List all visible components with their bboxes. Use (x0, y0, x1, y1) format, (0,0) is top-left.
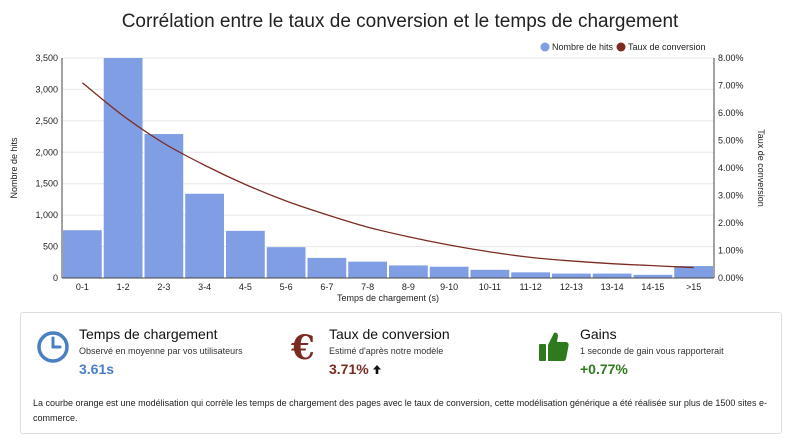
y-tick-label: 3,000 (35, 84, 58, 94)
y2-axis-title: Taux de conversion (756, 129, 766, 207)
x-axis-title: Temps de chargement (s) (337, 293, 439, 303)
x-tick-label: 0-1 (76, 282, 89, 292)
x-tick-label: 10-11 (479, 282, 501, 292)
y-tick-label: 3,500 (35, 53, 58, 63)
bar[interactable] (266, 247, 306, 278)
kpi-value-text: 3.71% (329, 361, 369, 377)
legend-label-hits[interactable]: Nombre de hits (552, 42, 614, 52)
bar[interactable] (552, 273, 591, 278)
bar[interactable] (103, 58, 143, 278)
thumbs-up-icon (539, 332, 569, 361)
legend-swatch-hits[interactable] (540, 42, 550, 52)
y2-tick-label: 3.00% (718, 191, 744, 201)
y-axis-title: Nombre de hits (9, 137, 19, 199)
conversion-line-layer (81, 82, 694, 269)
y2-tick-label: 2.00% (718, 218, 744, 228)
clock-icon (37, 331, 69, 363)
axes: 0 500 1,000 1,500 2,000 2,500 3,000 3,500 0.00% 1… (35, 53, 743, 292)
bar[interactable] (470, 269, 510, 278)
euro-icon: € (290, 329, 315, 365)
y2-tick-label: 0.00% (718, 273, 744, 283)
bar[interactable] (511, 272, 550, 278)
summary-card: Temps de chargement Observé en moyenne p… (20, 312, 782, 434)
x-tick-label: 7-8 (361, 282, 374, 292)
x-tick-label: >15 (686, 282, 701, 292)
bars (63, 58, 713, 278)
svg-text:€: € (290, 329, 315, 365)
kpi-value-text: 3.61s (79, 361, 115, 377)
kpi-value: 3.61s (79, 360, 243, 378)
y-tick-label: 500 (43, 242, 58, 252)
y2-tick-label: 8.00% (718, 53, 744, 63)
bar[interactable] (429, 266, 469, 278)
bar[interactable] (63, 230, 102, 278)
x-tick-label: 14-15 (641, 282, 664, 292)
kpi-title: Gains (580, 326, 617, 342)
x-tick-label: 2-3 (157, 282, 170, 292)
x-tick-label: 11-12 (519, 282, 541, 292)
x-tick-label: 1-2 (117, 282, 130, 292)
y-tick-label: 1,500 (35, 179, 58, 189)
x-tick-label: 3-4 (198, 282, 211, 292)
kpi-title: Taux de conversion (329, 326, 450, 342)
x-tick-label: 9-10 (440, 282, 458, 292)
y2-tick-label: 6.00% (718, 108, 744, 118)
legend: Nombre de hits Taux de conversion (540, 42, 706, 52)
bar[interactable] (592, 273, 632, 278)
conversion-line[interactable] (81, 82, 694, 269)
bar[interactable] (633, 274, 673, 278)
arrow-up-icon (372, 364, 381, 374)
kpi-title: Temps de chargement (79, 326, 218, 342)
kpi-value: 3.71% (329, 360, 450, 378)
bar[interactable] (185, 193, 224, 278)
legend-label-conversion[interactable]: Taux de conversion (628, 42, 706, 52)
model-note: La courbe orange est une modélisation qu… (33, 398, 767, 423)
bar[interactable] (674, 266, 713, 278)
x-tick-label: 13-14 (601, 282, 624, 292)
bar[interactable] (389, 265, 428, 278)
y-tick-label: 1,000 (35, 210, 58, 220)
bar[interactable] (307, 257, 347, 278)
kpi-subtitle: 1 seconde de gain vous rapporterait (580, 346, 724, 356)
y2-tick-label: 5.00% (718, 136, 744, 146)
bar[interactable] (144, 134, 184, 278)
bar[interactable] (348, 261, 387, 278)
x-tick-label: 6-7 (320, 282, 333, 292)
kpi-value: +0.77% (580, 360, 724, 378)
y-tick-label: 2,000 (35, 147, 58, 157)
kpi-subtitle: Observé en moyenne par vos utilisateurs (79, 346, 243, 356)
bar[interactable] (226, 230, 265, 278)
chart-title: Corrélation entre le taux de conversion … (122, 11, 679, 32)
x-tick-label: 12-13 (560, 282, 583, 292)
y-tick-label: 2,500 (35, 116, 58, 126)
combo-chart: Corrélation entre le taux de conversion … (9, 11, 766, 303)
x-tick-label: 8-9 (402, 282, 415, 292)
y2-tick-label: 7.00% (718, 81, 744, 91)
y2-tick-label: 4.00% (718, 163, 744, 173)
kpi-value-text: +0.77% (580, 361, 628, 377)
x-tick-label: 4-5 (239, 282, 252, 292)
legend-swatch-conversion[interactable] (616, 42, 626, 52)
x-tick-label: 5-6 (280, 282, 293, 292)
kpi-subtitle: Estimé d'après notre modèle (329, 346, 444, 356)
y2-tick-label: 1.00% (718, 246, 744, 256)
y-tick-label: 0 (53, 273, 58, 283)
